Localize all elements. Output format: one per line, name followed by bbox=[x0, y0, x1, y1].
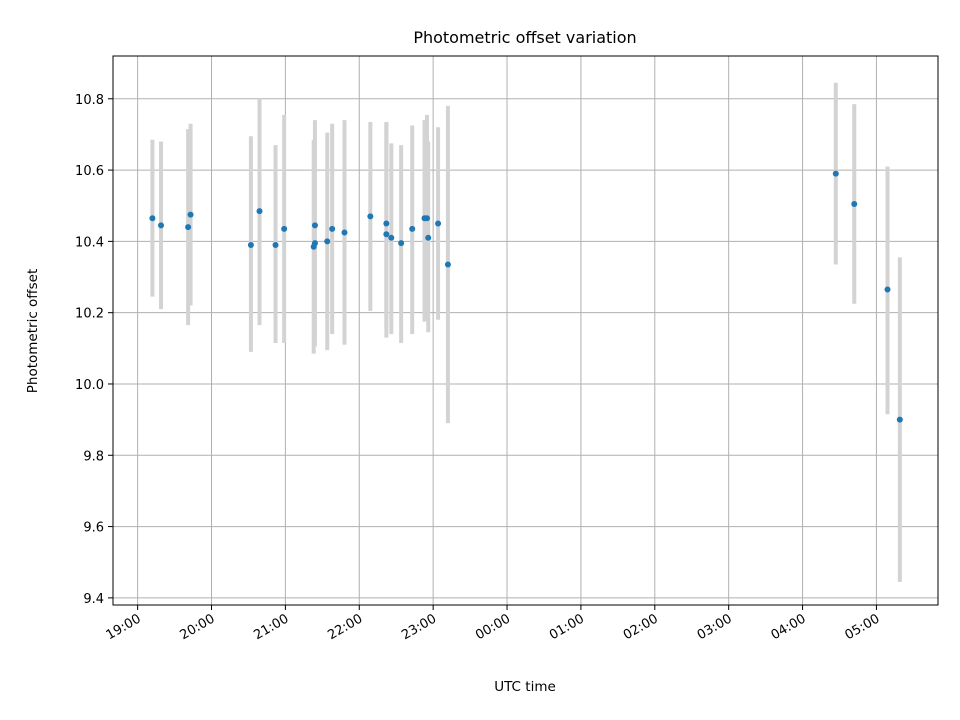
data-point bbox=[149, 215, 156, 222]
chart-title: Photometric offset variation bbox=[413, 28, 636, 47]
data-point bbox=[435, 220, 442, 227]
data-point bbox=[185, 224, 192, 231]
data-point bbox=[329, 225, 336, 232]
data-point bbox=[425, 234, 432, 241]
y-tick-label: 10.4 bbox=[75, 235, 104, 250]
data-point bbox=[884, 286, 891, 293]
x-axis-label: UTC time bbox=[494, 679, 556, 695]
data-point bbox=[409, 225, 416, 232]
y-tick-label: 10.8 bbox=[75, 93, 104, 108]
data-point bbox=[851, 200, 858, 207]
data-point bbox=[832, 170, 839, 177]
y-tick-label: 10.0 bbox=[75, 378, 104, 393]
data-point bbox=[256, 208, 263, 215]
data-point bbox=[444, 261, 451, 268]
data-points bbox=[149, 170, 903, 423]
data-point bbox=[383, 220, 390, 227]
data-point bbox=[281, 225, 288, 232]
data-point bbox=[423, 215, 430, 222]
data-point bbox=[896, 416, 903, 423]
data-point bbox=[187, 211, 194, 218]
data-point bbox=[311, 240, 318, 247]
y-tick-label: 9.8 bbox=[83, 449, 104, 464]
y-tick-label: 9.6 bbox=[83, 521, 104, 536]
data-point bbox=[398, 240, 405, 247]
y-tick-label: 10.6 bbox=[75, 164, 104, 179]
y-axis-ticks: 9.4 9.6 9.8 10.0 10.2 10.4 10.6 10.8 bbox=[75, 93, 113, 607]
data-point bbox=[311, 222, 318, 229]
data-point bbox=[383, 231, 390, 238]
y-tick-label: 10.2 bbox=[75, 307, 104, 322]
data-point bbox=[341, 229, 348, 236]
data-point bbox=[247, 241, 254, 248]
data-point bbox=[388, 234, 395, 241]
data-point bbox=[367, 213, 374, 220]
data-point bbox=[324, 238, 331, 245]
data-point bbox=[272, 241, 279, 248]
data-point bbox=[158, 222, 165, 229]
y-axis-label: Photometric offset bbox=[25, 269, 41, 393]
plot-area-frame bbox=[112, 55, 939, 606]
grid bbox=[113, 56, 938, 605]
y-tick-label: 9.4 bbox=[83, 592, 104, 607]
